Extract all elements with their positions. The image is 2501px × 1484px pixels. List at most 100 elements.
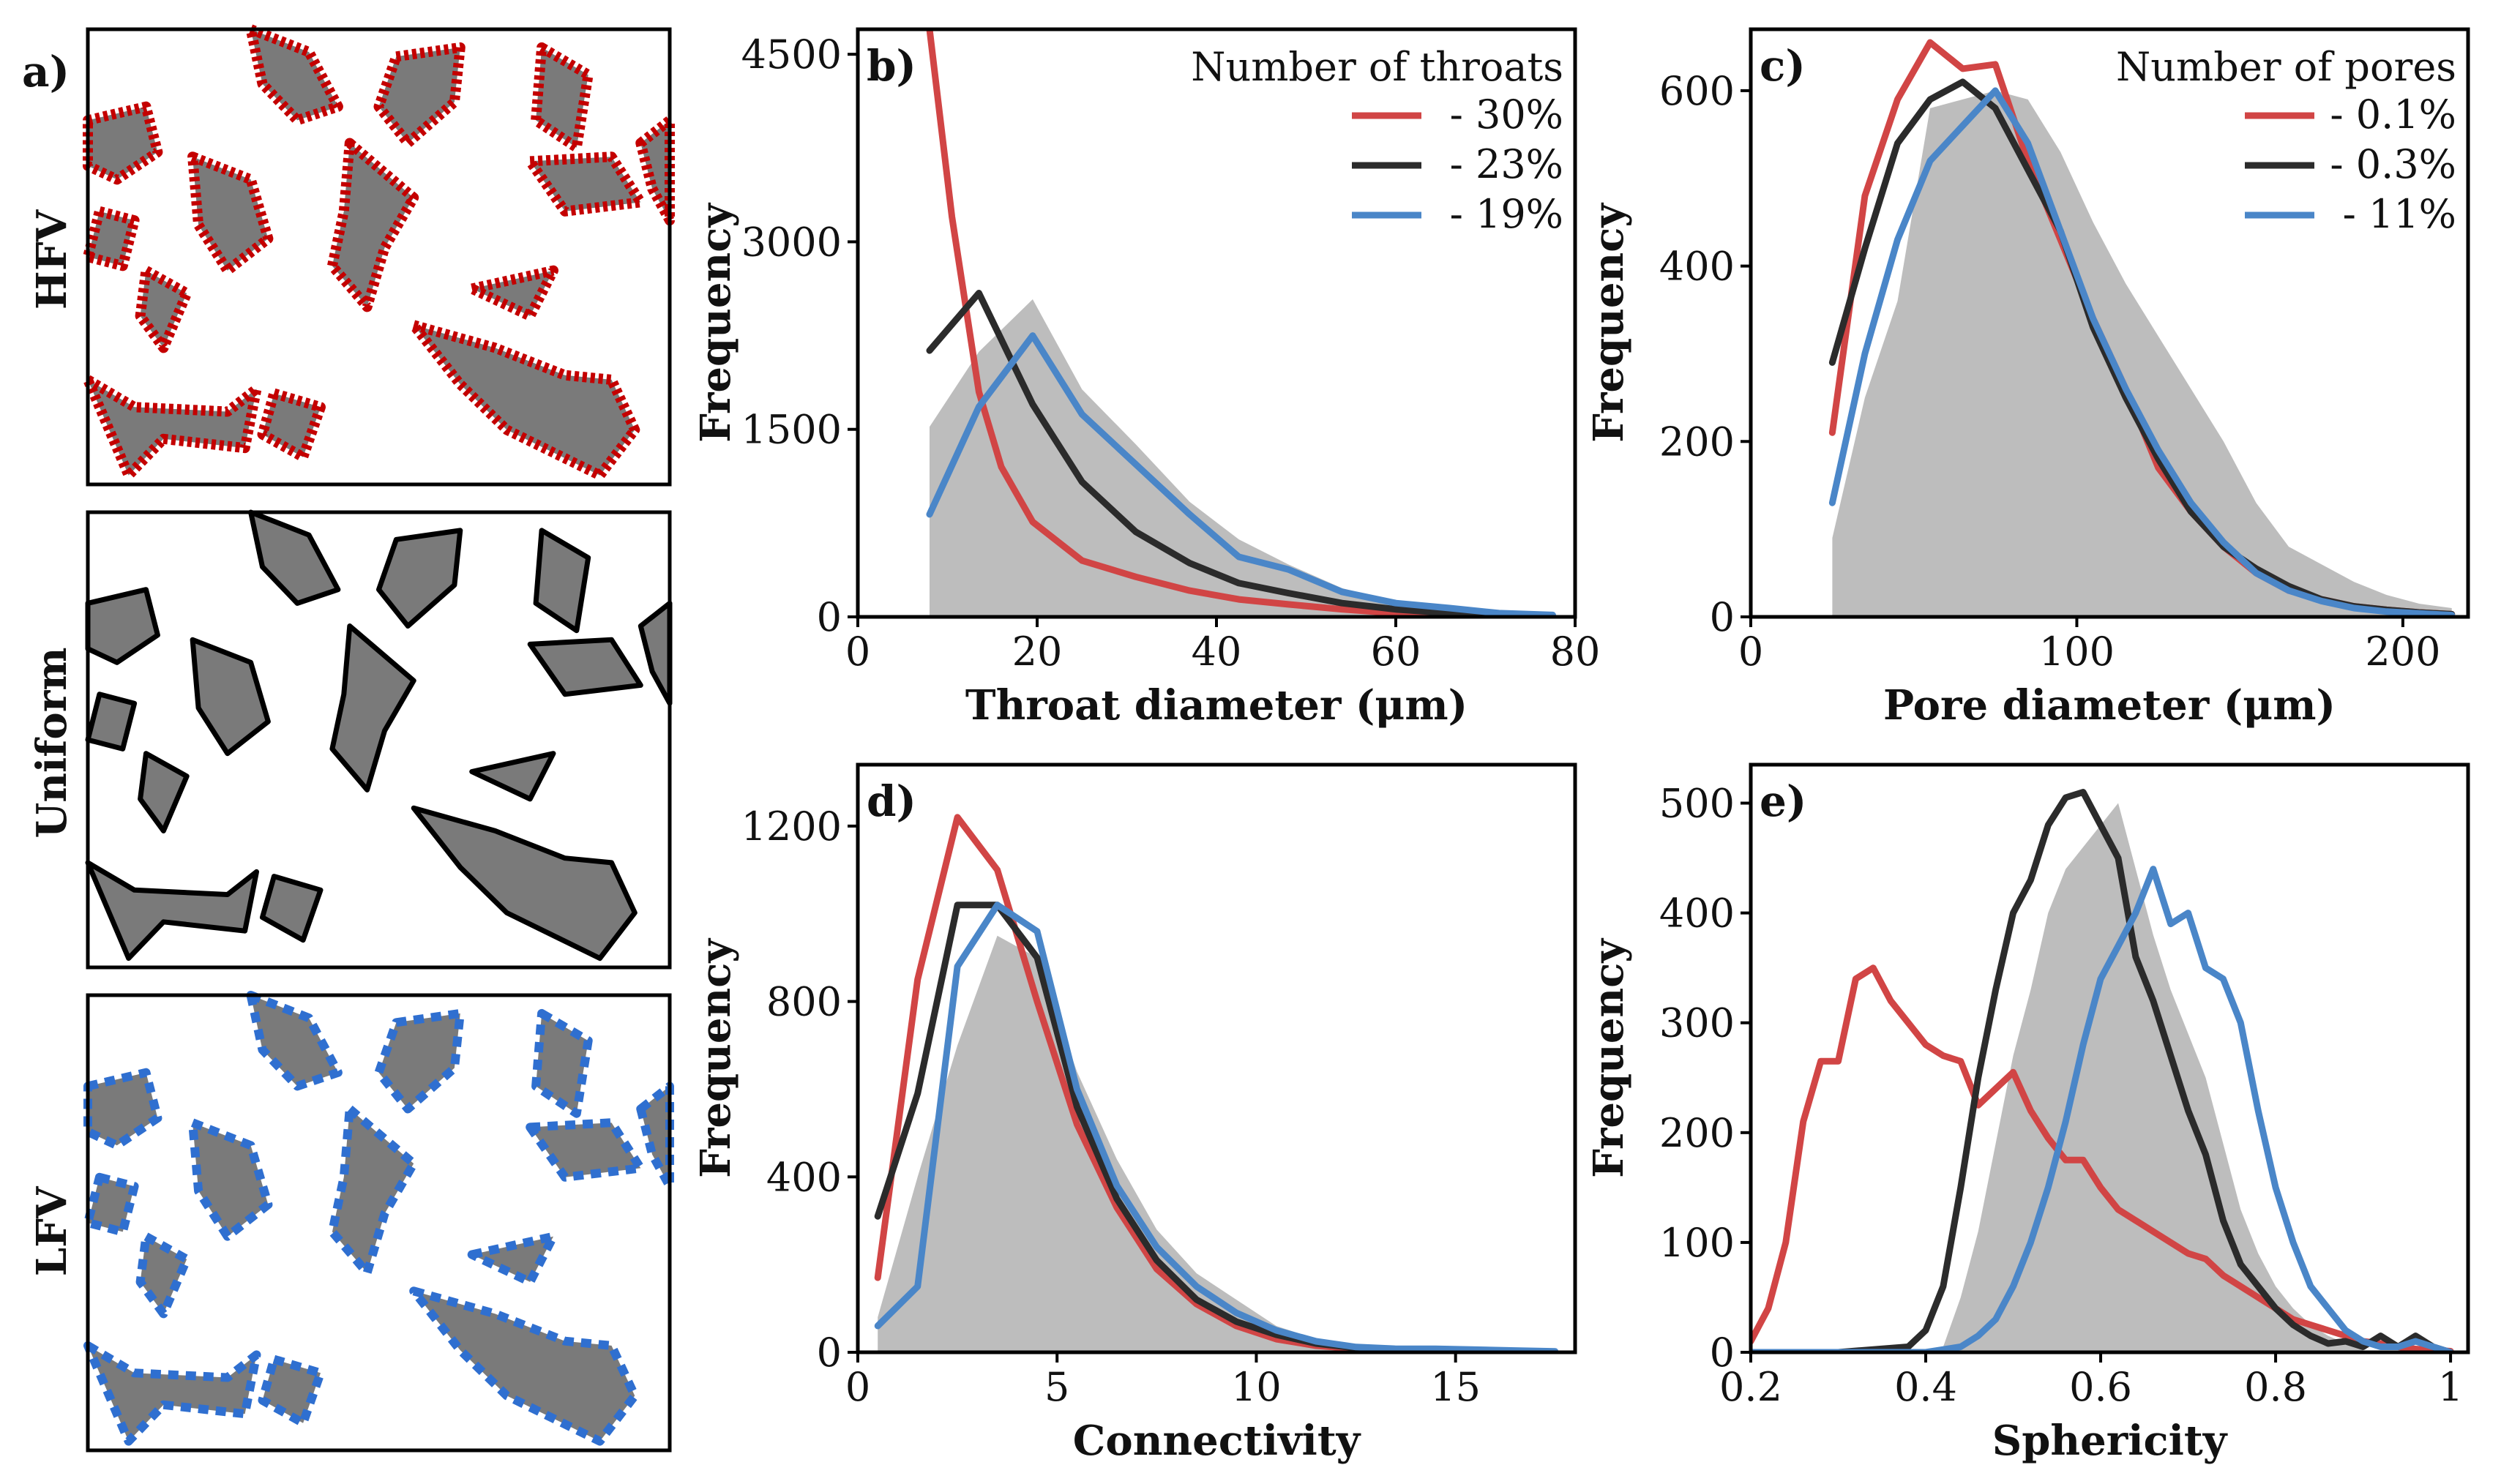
pore-blob xyxy=(531,42,594,153)
y-tick-label: 3000 xyxy=(741,219,842,265)
y-axis-label: Frequency xyxy=(692,203,740,443)
x-tick-label: 15 xyxy=(1430,1364,1481,1410)
pore-blob xyxy=(135,1232,192,1319)
pore-blob xyxy=(83,1341,261,1446)
x-tick-label: 20 xyxy=(1012,629,1063,675)
panel-a-label: a) xyxy=(22,47,70,97)
x-tick-label: 0.6 xyxy=(2069,1364,2132,1410)
pore-blob xyxy=(327,1104,419,1278)
pore-blob xyxy=(188,1118,273,1241)
series-line-19 xyxy=(926,332,1556,617)
y-axis-label: Frequency xyxy=(1585,203,1633,443)
x-tick-label: 0.4 xyxy=(1894,1364,1957,1410)
y-tick-label: 400 xyxy=(766,1154,842,1200)
y-tick-label: 800 xyxy=(766,979,842,1025)
pore-blob xyxy=(83,206,140,271)
pore-image-uniform xyxy=(85,509,673,970)
plot-frame xyxy=(1749,762,2470,1354)
y-tick-label: 1500 xyxy=(741,407,842,453)
x-tick-label: 200 xyxy=(2365,629,2440,675)
y-tick-label: 200 xyxy=(1659,419,1735,465)
x-axis-label: Pore diameter (μm) xyxy=(1883,681,2336,730)
pore-blob xyxy=(257,388,326,462)
panel-a: a) HFV Uniform LFV xyxy=(22,24,675,1453)
legend-entry: - 30% xyxy=(1450,91,1563,138)
pore-blob xyxy=(258,1354,325,1428)
pore-blob xyxy=(245,24,343,126)
pore-image-lfv xyxy=(83,991,674,1453)
pore-blob xyxy=(409,1286,640,1446)
legend-title: Number of throats xyxy=(1191,44,1563,90)
x-tick-label: 0 xyxy=(1738,629,1763,675)
legend-entry: - 0.3% xyxy=(2330,141,2456,187)
pore-image-hfv xyxy=(83,24,675,487)
x-tick-label: 0 xyxy=(845,1364,870,1410)
pore-blob xyxy=(83,374,262,481)
x-tick-label: 60 xyxy=(1371,629,1421,675)
x-axis-label: Connectivity xyxy=(1073,1417,1361,1465)
x-tick-label: 1 xyxy=(2438,1364,2463,1410)
pore-blob xyxy=(85,692,138,752)
pore-blob xyxy=(246,991,343,1091)
legend-entry: - 11% xyxy=(2343,191,2456,237)
y-tick-label: 400 xyxy=(1659,244,1735,290)
x-tick-label: 0.8 xyxy=(2244,1364,2307,1410)
reference-area xyxy=(930,299,1553,617)
x-tick-label: 100 xyxy=(2039,629,2115,675)
panel-label: c) xyxy=(1760,41,1806,91)
y-tick-label: 500 xyxy=(1659,781,1735,827)
series-line-23 xyxy=(926,290,1556,617)
x-tick-label: 40 xyxy=(1192,629,1242,675)
pore-blob xyxy=(374,1008,465,1114)
chart-sphericity: 0.2 0.4 0.6 0.8 1 0 100 200 300 400 500 Sphericity F… xyxy=(1585,762,2470,1465)
panel-label: b) xyxy=(867,41,916,91)
pore-blob xyxy=(135,265,192,353)
series-line-red xyxy=(1751,964,2454,1352)
pore-blob xyxy=(190,637,271,757)
x-tick-label: 5 xyxy=(1044,1364,1069,1410)
legend-entry: - 19% xyxy=(1450,191,1563,237)
chart-pore-diameter: 0 100 200 0 200 400 600 Pore diameter (μm) Frequ… xyxy=(1585,27,2470,730)
pore-blob xyxy=(408,320,640,481)
chart-throat-diameter: 0 20 40 60 80 0 1500 3000 4500 Throat diameter (μ… xyxy=(692,27,1601,730)
reference-area xyxy=(878,935,1555,1352)
pore-blob xyxy=(138,751,190,833)
pore-blob xyxy=(527,637,643,697)
row-label-lfv: LFV xyxy=(28,1185,76,1276)
pore-blob xyxy=(469,751,556,802)
y-tick-label: 100 xyxy=(1659,1220,1735,1266)
y-tick-label: 400 xyxy=(1659,891,1735,937)
pore-blob xyxy=(533,528,591,634)
y-tick-label: 1200 xyxy=(741,803,842,850)
pore-blob xyxy=(326,138,419,312)
x-tick-label: 0 xyxy=(845,629,870,675)
y-tick-label: 200 xyxy=(1659,1110,1735,1156)
pore-blob xyxy=(85,860,259,962)
x-tick-label: 80 xyxy=(1550,629,1601,675)
image-frame xyxy=(86,993,672,1453)
y-tick-label: 0 xyxy=(817,1330,842,1376)
y-tick-label: 4500 xyxy=(741,31,842,78)
x-axis-label: Throat diameter (μm) xyxy=(965,681,1468,730)
image-frame xyxy=(86,27,672,487)
pore-blob xyxy=(376,528,463,629)
series-line-blue xyxy=(1751,866,2454,1352)
y-tick-label: 0 xyxy=(1710,1330,1735,1376)
pore-blob xyxy=(466,265,558,321)
y-tick-label: 0 xyxy=(817,594,842,640)
chart-connectivity: 0 5 10 15 0 400 800 1200 Connectivity Frequency d) xyxy=(692,762,1577,1465)
pore-blob xyxy=(526,1118,646,1182)
panel-label: d) xyxy=(867,776,916,826)
y-tick-label: 0 xyxy=(1710,594,1735,640)
y-tick-label: 600 xyxy=(1659,68,1735,114)
series-line-black xyxy=(1751,789,2454,1352)
y-tick-label: 300 xyxy=(1659,1000,1735,1046)
pore-blob xyxy=(373,42,466,149)
panel-label: e) xyxy=(1760,776,1806,826)
reference-area xyxy=(1832,90,2452,617)
row-label-hfv: HFV xyxy=(28,209,76,310)
pore-blob xyxy=(187,151,274,276)
pore-blob xyxy=(411,805,638,962)
legend-entry: - 0.1% xyxy=(2330,91,2456,138)
